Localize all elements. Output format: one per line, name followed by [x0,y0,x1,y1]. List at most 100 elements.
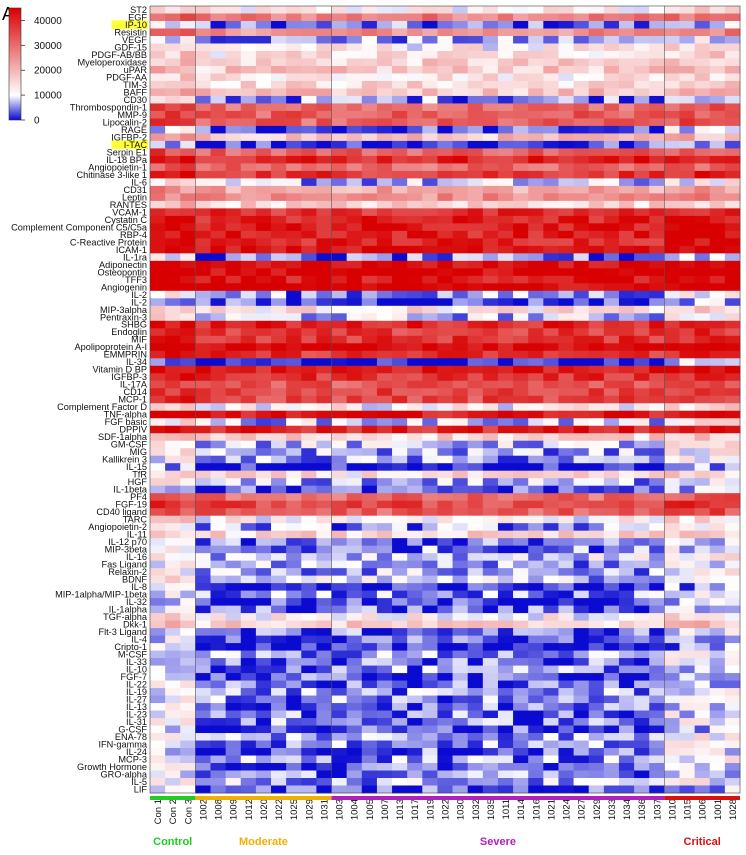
heatmap-cell [422,388,438,397]
heatmap-cell [558,350,574,359]
heatmap-cell [558,388,574,397]
heatmap-cell [679,13,696,22]
heatmap-cell [437,260,453,269]
row-label-cd31: CD31 [124,185,148,195]
heatmap-cell [664,275,680,284]
heatmap-cell [407,185,423,194]
heatmap-cell [331,500,348,509]
heatmap-cell [301,118,317,127]
heatmap-cell [437,770,453,779]
heatmap-cell [573,553,590,562]
heatmap-cell [679,740,696,749]
heatmap-cell [709,95,726,104]
heatmap-cell [361,553,378,562]
heatmap-cell [407,658,423,666]
heatmap-cell [422,703,438,711]
heatmap-cell [679,470,696,479]
heatmap-cell [694,80,711,89]
heatmap-cell [618,583,635,592]
heatmap-cell [482,455,499,464]
heatmap-cell [255,500,272,509]
heatmap-cell [225,673,242,681]
heatmap-cell [437,725,453,734]
heatmap-cell [180,245,196,254]
heatmap-cell [165,388,181,397]
heatmap-cell [150,110,166,119]
heatmap-cell [422,313,438,322]
heatmap-cell [437,6,453,14]
heatmap-cell [497,455,514,464]
heatmap-cell [376,455,393,464]
heatmap-cell [361,373,378,382]
heatmap-cell [724,58,741,67]
heatmap-cell [210,140,227,149]
heatmap-cell [649,665,665,674]
heatmap-cell [240,133,257,142]
heatmap-cell [724,628,741,636]
row-highlight [111,140,148,149]
heatmap-cell [634,665,650,674]
heatmap-cell [649,785,665,794]
heatmap-cell [709,275,726,284]
heatmap-cell [316,560,332,569]
heatmap-cell [724,680,741,689]
heatmap-cell [664,583,680,592]
heatmap-cell [210,268,227,277]
heatmap-cell [694,703,711,711]
heatmap-cell [225,200,242,209]
column-label: 1006 [698,799,709,820]
heatmap-cell [240,665,257,674]
heatmap-cell [437,118,453,127]
heatmap-cell [558,658,574,666]
heatmap-cell [588,380,605,389]
heatmap-cell [422,275,438,284]
heatmap-cell [195,148,211,157]
heatmap-cell [528,395,544,404]
heatmap-cell [331,283,348,292]
heatmap-cell [271,778,287,786]
heatmap-cell [286,28,302,37]
colorbar-tick-label: 20000 [34,66,62,77]
row-label-apolipoprotein-a-i: Apolipoprotein A-I [74,342,147,352]
heatmap-cell [618,643,635,651]
heatmap-cell [497,110,514,119]
heatmap-cell [437,605,453,614]
heatmap-cell [331,538,348,547]
heatmap-cell [709,410,726,419]
heatmap-cell [255,365,272,374]
heatmap-cell [437,328,453,337]
heatmap-cell [210,178,227,187]
heatmap-cell [588,73,605,82]
heatmap-cell [649,185,665,194]
heatmap-cell [392,268,408,277]
heatmap-cell [301,688,317,696]
heatmap-cell [255,718,272,726]
heatmap-cell [165,508,181,517]
heatmap-cell [679,335,696,344]
heatmap-cell [255,268,272,277]
heatmap-cell [301,215,317,224]
heatmap-cell [331,13,348,22]
heatmap-cell [225,530,242,539]
heatmap-cell [482,650,499,659]
heatmap-cell [694,65,711,74]
heatmap-cell [316,358,332,367]
heatmap-cell [240,50,257,59]
heatmap-cell [467,395,484,404]
heatmap-cell [316,688,332,696]
heatmap-cell [452,350,469,359]
row-label-mig: MIG [130,447,147,457]
heatmap-cell [724,433,741,442]
heatmap-cell [392,703,408,711]
heatmap-cell [225,163,242,172]
heatmap-cell [588,388,605,397]
heatmap-cell [603,155,620,164]
heatmap-cell [543,575,559,584]
heatmap-cell [679,260,696,269]
heatmap-cell [361,230,378,239]
heatmap-cell [543,605,559,614]
heatmap-cell [240,568,257,577]
heatmap-cell [437,635,453,644]
heatmap-cell [225,373,242,382]
heatmap-cell [497,253,514,262]
